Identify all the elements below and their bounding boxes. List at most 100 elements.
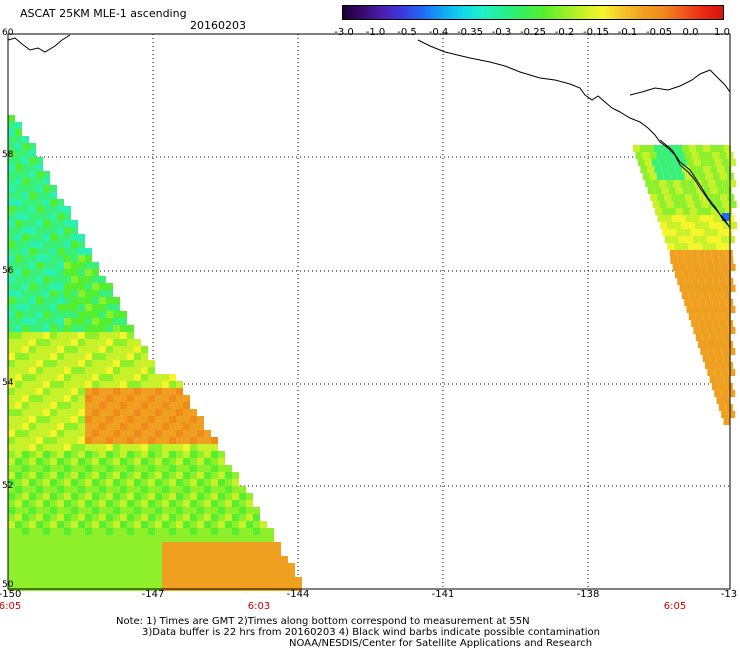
wind-cell bbox=[169, 584, 176, 591]
wind-cell bbox=[15, 325, 22, 332]
wind-cell bbox=[148, 381, 155, 388]
wind-cell bbox=[183, 486, 190, 493]
wind-cell bbox=[678, 236, 686, 243]
wind-cell bbox=[239, 549, 246, 556]
wind-cell bbox=[113, 570, 120, 577]
wind-cell bbox=[92, 556, 99, 563]
wind-cell bbox=[71, 472, 78, 479]
wind-cell bbox=[43, 388, 50, 395]
wind-cell bbox=[260, 549, 267, 556]
wind-cell bbox=[719, 341, 727, 348]
wind-cell bbox=[43, 269, 50, 276]
wind-cell bbox=[106, 486, 113, 493]
wind-cell bbox=[29, 570, 36, 577]
wind-cell bbox=[253, 556, 260, 563]
wind-cell bbox=[36, 535, 43, 542]
wind-cell bbox=[15, 199, 22, 206]
wind-cell bbox=[190, 528, 197, 535]
wind-cell bbox=[723, 313, 731, 320]
wind-cell bbox=[691, 299, 699, 306]
wind-cell bbox=[162, 416, 169, 423]
wind-cell bbox=[71, 563, 78, 570]
wind-cell bbox=[85, 339, 92, 346]
wind-cell bbox=[22, 276, 29, 283]
wind-cell bbox=[162, 486, 169, 493]
wind-cell bbox=[92, 535, 99, 542]
wind-cell bbox=[78, 570, 85, 577]
wind-cell bbox=[22, 465, 29, 472]
wind-cell bbox=[715, 180, 723, 187]
color-scale-label: -0.1 bbox=[617, 27, 638, 38]
wind-cell bbox=[232, 514, 239, 521]
wind-cell bbox=[64, 241, 71, 248]
wind-cell bbox=[711, 383, 719, 390]
wind-cell bbox=[50, 325, 57, 332]
wind-cell bbox=[183, 570, 190, 577]
wind-cell bbox=[642, 173, 650, 180]
wind-cell bbox=[29, 248, 36, 255]
wind-cell bbox=[78, 255, 85, 262]
wind-cell bbox=[71, 409, 78, 416]
wind-cell bbox=[57, 535, 64, 542]
wind-cell bbox=[141, 486, 148, 493]
wind-cell bbox=[8, 479, 15, 486]
wind-cell bbox=[232, 479, 239, 486]
wind-cell bbox=[728, 411, 736, 418]
wind-cell bbox=[127, 381, 134, 388]
wind-cell bbox=[85, 521, 92, 528]
wind-cell bbox=[183, 514, 190, 521]
wind-cell bbox=[712, 299, 720, 306]
wind-cell bbox=[232, 500, 239, 507]
wind-cell bbox=[85, 479, 92, 486]
wind-cell bbox=[239, 556, 246, 563]
wind-cell bbox=[705, 173, 713, 180]
lon-label-138: -138 bbox=[576, 589, 600, 600]
wind-cell bbox=[64, 395, 71, 402]
product-date: 20160203 bbox=[190, 19, 246, 32]
wind-cell bbox=[183, 416, 190, 423]
wind-cell bbox=[134, 542, 141, 549]
wind-cell bbox=[57, 479, 64, 486]
wind-cell bbox=[716, 271, 724, 278]
wind-cell bbox=[685, 236, 693, 243]
wind-cell bbox=[43, 437, 50, 444]
wind-cell bbox=[22, 178, 29, 185]
wind-cell bbox=[723, 292, 731, 299]
wind-cell bbox=[120, 367, 127, 374]
wind-cell bbox=[92, 304, 99, 311]
wind-cell bbox=[148, 444, 155, 451]
wind-cell bbox=[141, 500, 148, 507]
wind-cell bbox=[64, 528, 71, 535]
wind-cell bbox=[183, 542, 190, 549]
wind-cell bbox=[682, 145, 689, 152]
wind-cell bbox=[728, 390, 736, 397]
wind-cell bbox=[113, 444, 120, 451]
wind-cell bbox=[239, 577, 246, 584]
wind-cell bbox=[183, 451, 190, 458]
wind-cell bbox=[92, 367, 99, 374]
wind-cell bbox=[700, 159, 708, 166]
wind-cell bbox=[22, 570, 29, 577]
wind-cell bbox=[43, 535, 50, 542]
wind-cell bbox=[36, 416, 43, 423]
wind-cell bbox=[148, 514, 155, 521]
wind-cell bbox=[120, 311, 127, 318]
wind-cell bbox=[127, 395, 134, 402]
wind-cell bbox=[204, 458, 211, 465]
wind-cell bbox=[651, 159, 659, 166]
wind-cell bbox=[197, 486, 204, 493]
wind-cell bbox=[99, 437, 106, 444]
wind-cell bbox=[155, 423, 162, 430]
wind-cell bbox=[148, 472, 155, 479]
wind-cell bbox=[246, 570, 253, 577]
wind-cell bbox=[190, 542, 197, 549]
wind-cell bbox=[64, 206, 71, 213]
wind-cell bbox=[85, 374, 92, 381]
wind-cell bbox=[218, 535, 225, 542]
wind-cell bbox=[36, 206, 43, 213]
wind-cell bbox=[190, 458, 197, 465]
wind-cell bbox=[684, 173, 692, 180]
wind-cell bbox=[8, 115, 15, 122]
wind-cell bbox=[176, 437, 183, 444]
wind-cell bbox=[22, 290, 29, 297]
